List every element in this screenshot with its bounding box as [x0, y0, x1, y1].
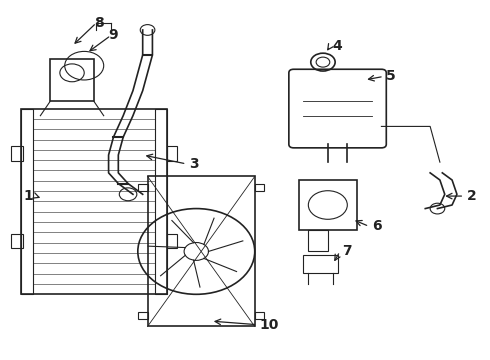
Text: 4: 4 [333, 39, 343, 53]
Bar [138, 312, 147, 319]
Bar [167, 146, 177, 161]
Bar [11, 146, 24, 161]
Text: 1: 1 [24, 189, 33, 203]
Bar [50, 59, 94, 102]
Text: 8: 8 [94, 16, 104, 30]
Bar [255, 184, 265, 191]
Text: 2: 2 [466, 189, 476, 203]
Bar [298, 180, 357, 230]
Text: 5: 5 [386, 69, 396, 84]
Bar [21, 109, 33, 294]
Bar [303, 255, 338, 273]
Bar [147, 176, 255, 327]
Bar [21, 109, 167, 294]
Bar [155, 109, 167, 294]
Text: 6: 6 [372, 220, 381, 233]
Bar [167, 234, 177, 248]
Bar [11, 234, 24, 248]
Bar [255, 312, 265, 319]
Text: 10: 10 [260, 318, 279, 332]
Text: 7: 7 [343, 244, 352, 258]
Bar [308, 230, 328, 251]
Bar [138, 184, 147, 191]
Text: 9: 9 [109, 28, 118, 42]
Text: 3: 3 [189, 157, 198, 171]
